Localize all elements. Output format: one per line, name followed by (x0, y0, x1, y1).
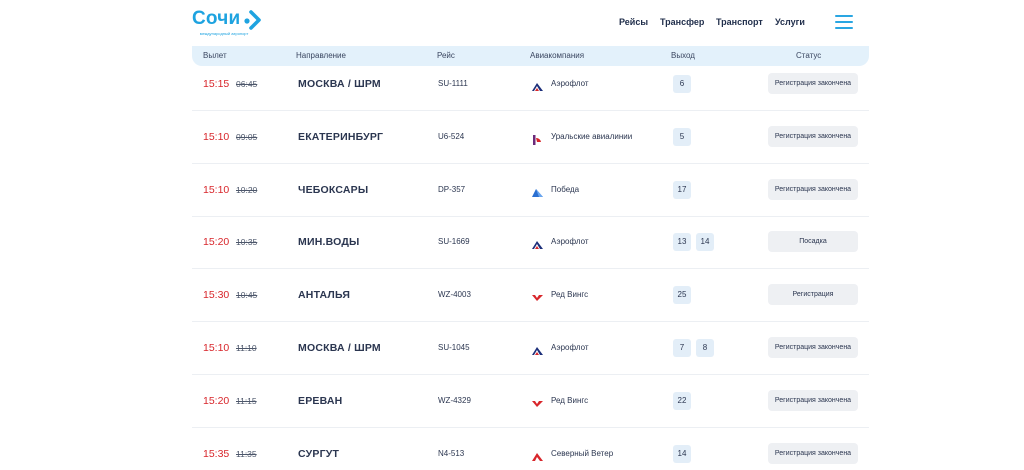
gate-badge: 25 (673, 286, 691, 305)
ural-airlines-logo-icon (532, 132, 543, 145)
status-badge: Регистрация закончена (768, 337, 858, 358)
gate-badge: 14 (673, 444, 691, 463)
nav-transfer[interactable]: Трансфер (660, 17, 705, 27)
status-badge: Регистрация (768, 284, 858, 306)
flight-row[interactable]: 15:10 10:20 ЧЕБОКСАРЫ DP-357 Победа 17 Регистр… (192, 164, 869, 217)
gate-badge: 8 (696, 339, 714, 357)
flight-row[interactable]: 15:20 11:15 ЕРЕВАН WZ-4329 Ред Вингс 22 Регист… (192, 375, 869, 428)
status-badge: Регистрация закончена (768, 125, 858, 147)
gate-badge: 6 (673, 75, 691, 93)
aeroflot-logo-icon (532, 79, 543, 91)
column-destination: Направление (296, 51, 346, 60)
column-gate: Выход (671, 51, 695, 60)
red-wings-logo-icon (532, 290, 543, 302)
departure-time-scheduled: 09:05 (236, 131, 258, 142)
flight-row[interactable]: 15:20 10:35 МИН.ВОДЫ SU-1669 Аэрофлот 13 14 Пос… (192, 216, 869, 270)
flight-row[interactable]: 15:30 10:45 АНТАЛЬЯ WZ-4003 Ред Вингс 25 Регис… (192, 269, 869, 323)
gate-badge: 13 (673, 233, 691, 252)
column-departure: Вылет (203, 51, 227, 60)
status-badge: Регистрация закончена (768, 389, 858, 411)
aeroflot-logo-icon (532, 343, 543, 355)
status-badge: Регистрация закончена (768, 73, 858, 94)
flight-row[interactable]: 15:10 09:05 ЕКАТЕРИНБУРГ U6-524 Уральские ав… (192, 111, 869, 164)
airline-name: Северный Ветер (551, 448, 614, 458)
flight-row[interactable]: 15:15 06:45 МОСКВА / ШРМ SU-1111 Аэрофлот 6 Ре… (192, 58, 869, 111)
destination: ЧЕБОКСАРЫ (298, 183, 369, 196)
flight-number[interactable]: SU-1111 (438, 79, 468, 88)
departure-time-new: 15:10 (203, 342, 230, 354)
destination: АНТАЛЬЯ (298, 289, 351, 302)
table-header: Вылет Направление Рейс Авиакомпания Выхо… (192, 46, 869, 66)
departure-time-new: 15:20 (203, 236, 230, 249)
flight-number[interactable]: DP-357 (438, 184, 466, 194)
flight-number[interactable]: N4-513 (438, 448, 465, 458)
gate-badge: 5 (673, 127, 691, 146)
red-wings-logo-icon (532, 396, 543, 407)
logo-arrow-icon (244, 10, 261, 30)
destination: ЕКАТЕРИНБУРГ (298, 130, 384, 143)
flight-row[interactable]: 15:10 11:10 МОСКВА / ШРМ SU-1045 Аэрофлот 7 8 Р… (192, 322, 869, 375)
airline-name: Аэрофлот (551, 343, 589, 352)
departure-time-new: 15:30 (203, 289, 230, 302)
destination: СУРГУТ (298, 447, 340, 460)
departure-time-new: 15:20 (203, 394, 230, 407)
departure-time-scheduled: 10:35 (236, 237, 258, 248)
airline-name: Ред Вингс (551, 290, 589, 300)
nav-transport[interactable]: Транспорт (716, 17, 763, 27)
status-badge: Регистрация закончена (768, 442, 858, 464)
destination: ЕРЕВАН (298, 394, 343, 407)
airport-logo[interactable]: Сочи международный аэропорт (192, 8, 272, 42)
logo-text: Сочи (192, 8, 241, 29)
flight-number[interactable]: WZ-4003 (438, 290, 471, 300)
departure-time-new: 15:10 (203, 183, 230, 196)
gate-badge: 17 (673, 180, 691, 199)
departure-time-scheduled: 11:10 (236, 343, 257, 353)
flight-number[interactable]: SU-1045 (438, 343, 470, 352)
departure-time-scheduled: 11:35 (236, 448, 257, 459)
aeroflot-logo-icon (532, 237, 543, 250)
destination: МИН.ВОДЫ (298, 236, 360, 249)
column-flight: Рейс (437, 51, 455, 60)
airline-name: Победа (551, 184, 580, 194)
departure-time-new: 15:15 (203, 78, 230, 90)
gate-badge: 7 (673, 339, 691, 357)
column-airline: Авиакомпания (530, 51, 585, 60)
nav-services[interactable]: Услуги (775, 17, 805, 27)
airline-name: Аэрофлот (551, 79, 589, 88)
gate-badge: 22 (673, 391, 691, 410)
status-badge: Посадка (768, 231, 858, 253)
destination: МОСКВА / ШРМ (298, 342, 381, 354)
flight-number[interactable]: U6-524 (438, 131, 465, 141)
departure-time-new: 15:35 (203, 447, 230, 460)
departure-time-scheduled: 10:45 (236, 290, 258, 301)
gate-badge: 14 (696, 233, 714, 252)
airline-name: Аэрофлот (551, 237, 589, 247)
departure-time-scheduled: 11:15 (236, 395, 257, 406)
airline-name: Ред Вингс (551, 395, 589, 405)
site-header: Сочи международный аэропорт Рейсы Трансф… (0, 0, 1024, 46)
departure-time-scheduled: 10:20 (236, 184, 258, 195)
logo-subtitle: международный аэропорт (199, 31, 249, 36)
flight-number[interactable]: WZ-4329 (438, 395, 471, 405)
status-badge: Регистрация закончена (768, 178, 858, 200)
hamburger-icon[interactable] (835, 15, 853, 29)
flight-row[interactable]: 15:35 11:35 СУРГУТ N4-513 Северный Ветер 14 Ре… (192, 428, 869, 470)
column-status: Статус (796, 51, 822, 60)
departure-time-new: 15:10 (203, 130, 230, 143)
airline-name: Уральские авиалинии (551, 131, 633, 141)
nordwind-logo-icon (532, 449, 543, 461)
pobeda-logo-icon (532, 185, 543, 197)
departure-time-scheduled: 06:45 (236, 79, 258, 89)
destination: МОСКВА / ШРМ (298, 78, 381, 90)
nav-flights[interactable]: Рейсы (619, 17, 649, 27)
flight-number[interactable]: SU-1669 (438, 237, 470, 247)
